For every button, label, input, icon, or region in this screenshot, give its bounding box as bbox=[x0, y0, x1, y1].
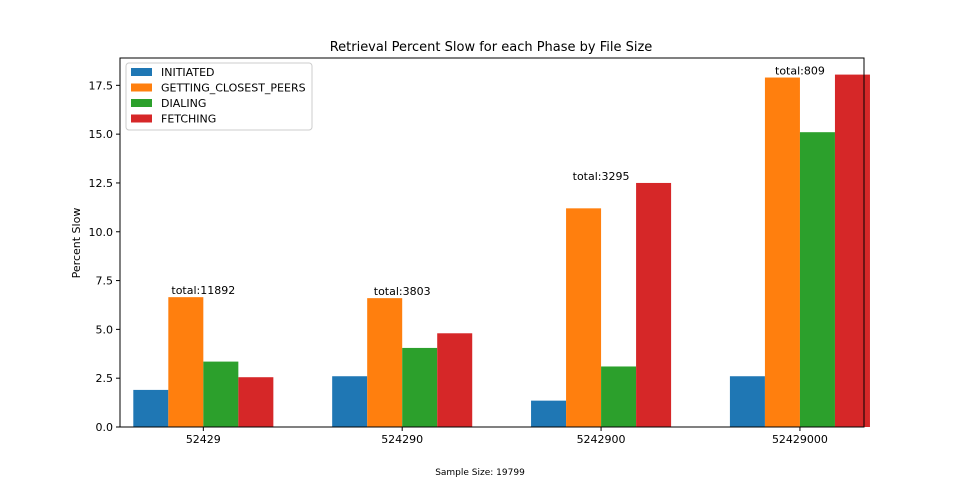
bar-dialing-524290 bbox=[402, 347, 438, 427]
legend-label: FETCHING bbox=[161, 113, 216, 126]
y-tick-label: 12.5 bbox=[89, 177, 114, 190]
bar-getting-closest-peers-52429 bbox=[168, 297, 204, 427]
legend-label: DIALING bbox=[161, 97, 206, 110]
x-tick-label: 52429 bbox=[186, 433, 221, 446]
legend-swatch bbox=[131, 68, 152, 76]
legend-label: GETTING_CLOSEST_PEERS bbox=[161, 82, 306, 95]
bar-initiated-5242900 bbox=[531, 400, 567, 427]
bar-fetching-5242900 bbox=[636, 182, 672, 427]
bar-getting-closest-peers-5242900 bbox=[566, 208, 602, 427]
bar-dialing-52429 bbox=[203, 361, 239, 427]
legend-swatch bbox=[131, 99, 152, 107]
total-label: total:3803 bbox=[374, 285, 431, 298]
legend-box bbox=[125, 62, 313, 131]
total-labels: total:11892 total:3803 total:3295 total:809 bbox=[171, 65, 824, 299]
total-label: total:11892 bbox=[171, 284, 235, 297]
chart-title: Retrieval Percent Slow for each Phase by… bbox=[330, 40, 653, 55]
bar-fetching-52429000 bbox=[834, 74, 870, 427]
bar-initiated-52429000 bbox=[729, 376, 765, 427]
bar-getting-closest-peers-524290 bbox=[367, 298, 403, 427]
bar-initiated-524290 bbox=[332, 376, 368, 427]
x-tick-label: 52429000 bbox=[772, 433, 828, 446]
legend-label: INITIATED bbox=[161, 66, 215, 79]
y-tick-label: 5.0 bbox=[96, 323, 114, 336]
legend-swatch bbox=[131, 83, 152, 92]
x-tick-label: 524290 bbox=[381, 433, 423, 446]
y-tick-label: 7.5 bbox=[96, 275, 114, 288]
y-tick-label: 15.0 bbox=[89, 128, 114, 141]
y-axis-label: Percent Slow bbox=[70, 208, 83, 279]
y-tick-label: 17.5 bbox=[89, 79, 114, 92]
total-label: total:809 bbox=[775, 65, 825, 78]
legend: INITIATED GETTING_CLOSEST_PEERS DIALING FET… bbox=[125, 62, 313, 131]
sample-size-caption: Sample Size: 19799 bbox=[435, 468, 525, 478]
bar-initiated-52429 bbox=[133, 389, 169, 427]
x-axis-ticks: 52429 524290 5242900 52429000 bbox=[186, 427, 828, 446]
legend-swatch bbox=[131, 114, 152, 123]
total-label: total:3295 bbox=[573, 170, 630, 183]
y-axis-ticks: 0.0 2.5 5.0 7.5 10.0 12.5 15.0 17.5 bbox=[89, 79, 120, 434]
bar-dialing-5242900 bbox=[601, 366, 637, 427]
plot-frame bbox=[119, 57, 865, 428]
bar-getting-closest-peers-52429000 bbox=[764, 77, 800, 428]
y-tick-label: 2.5 bbox=[96, 372, 114, 385]
x-tick-label: 5242900 bbox=[577, 433, 626, 446]
y-tick-label: 0.0 bbox=[96, 421, 114, 434]
bar-dialing-52429000 bbox=[799, 132, 835, 427]
y-tick-label: 10.0 bbox=[89, 226, 114, 239]
bar-fetching-524290 bbox=[437, 333, 473, 427]
bar-fetching-52429 bbox=[238, 377, 274, 427]
bars-group bbox=[133, 74, 870, 428]
